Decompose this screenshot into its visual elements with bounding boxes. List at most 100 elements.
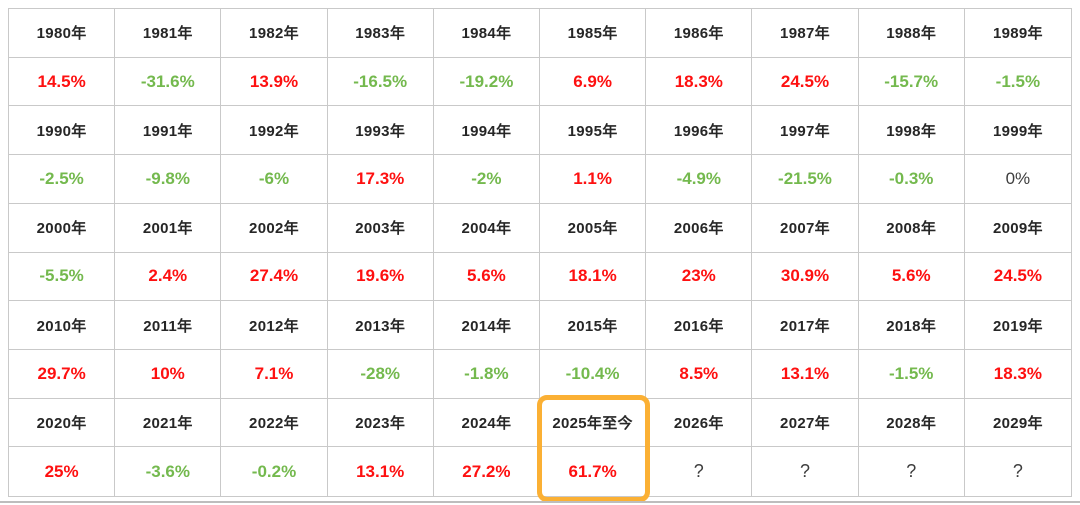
year-cell: 1986年	[646, 9, 753, 58]
value-cell: 2.4%	[115, 252, 222, 302]
value-cell: 8.5%	[646, 349, 753, 399]
year-cell: 2011年	[115, 301, 222, 350]
value-cell: ?	[859, 447, 965, 496]
year-cell: 1982年	[221, 9, 328, 58]
value-cell: -2%	[433, 155, 540, 204]
year-cell: 2004年	[433, 203, 540, 253]
year-cell: 1988年	[858, 9, 965, 58]
year-cell: 2027年	[752, 398, 859, 448]
annual-returns-table: 1980年 1981年 1982年 1983年 1984年 1985年 1986年 1987年…	[8, 8, 1072, 502]
value-cell: 5.6%	[858, 252, 965, 302]
year-cell: 2025年至今	[539, 398, 647, 448]
value-cell: ?	[752, 447, 859, 496]
year-cell: 2022年	[221, 398, 328, 448]
value-cell: 61.7%	[540, 447, 647, 496]
year-cell: 1981年	[115, 9, 222, 58]
year-cell: 1998年	[858, 106, 965, 156]
value-cell: -6%	[221, 155, 328, 204]
value-cell: -3.6%	[115, 447, 222, 496]
year-cell: 2006年	[646, 203, 753, 253]
year-cell: 1990年	[9, 106, 116, 156]
year-cell: 2020年	[9, 398, 116, 448]
year-cell: 2008年	[858, 203, 965, 253]
year-cell: 1996年	[646, 106, 753, 156]
value-cell: 30.9%	[752, 252, 859, 302]
year-cell: 2017年	[752, 301, 859, 350]
year-cell: 1997年	[752, 106, 859, 156]
value-cell: 0%	[964, 155, 1071, 204]
year-cell: 2009年	[964, 204, 1071, 253]
year-cell: 2007年	[752, 203, 859, 253]
value-cell: 27.4%	[221, 252, 328, 302]
value-cell: 14.5%	[9, 57, 116, 107]
value-cell: -10.4%	[539, 349, 647, 399]
value-cell: -5.5%	[9, 252, 116, 302]
value-cell: -28%	[327, 349, 434, 399]
year-cell: 1991年	[115, 106, 222, 156]
value-cell: ?	[1012, 461, 1023, 482]
year-cell: 2021年	[115, 398, 222, 448]
year-cell: 1999年	[964, 106, 1071, 156]
value-cell: 6.9%	[539, 57, 647, 107]
value-cell: 1.1%	[539, 155, 647, 204]
year-cell: 1984年	[433, 9, 540, 58]
value-cell: 25%	[9, 447, 116, 496]
value-cell: -4.9%	[646, 155, 753, 204]
value-cell: -15.7%	[858, 57, 965, 107]
year-cell: 2015年	[539, 301, 647, 350]
year-cell: 1992年	[221, 106, 328, 156]
value-cell: 7.1%	[221, 349, 328, 399]
value-cell: 19.6%	[327, 252, 434, 302]
year-cell: 1983年	[327, 9, 434, 58]
value-cell: 5.6%	[433, 252, 540, 302]
value-cell: -9.8%	[115, 155, 222, 204]
value-cell: 13.9%	[221, 57, 328, 107]
year-cell: 1995年	[539, 106, 647, 156]
value-cell: -1.5%	[964, 58, 1071, 107]
year-cell: 2013年	[327, 301, 434, 350]
year-cell: 2014年	[433, 301, 540, 350]
year-cell: 2002年	[221, 203, 328, 253]
value-cell: 18.3%	[646, 57, 753, 107]
year-cell: 1994年	[433, 106, 540, 156]
year-cell: 1987年	[752, 9, 859, 58]
year-cell: 1985年	[539, 9, 647, 58]
value-cell: 29.7%	[9, 349, 116, 399]
value-cell: ?	[646, 447, 753, 496]
year-cell: 1989年	[964, 9, 1071, 58]
value-cell: -19.2%	[433, 57, 540, 107]
value-cell: -1.8%	[433, 349, 540, 399]
year-cell: 2010年	[9, 301, 116, 350]
year-cell: 2016年	[646, 301, 753, 350]
value-cell: 24.5%	[964, 253, 1071, 302]
value-cell: -0.3%	[858, 155, 965, 204]
year-cell: 2029年	[964, 399, 1071, 448]
value-cell: -2.5%	[9, 155, 116, 204]
value-cell: 18.1%	[539, 252, 647, 302]
year-cell: 2023年	[327, 398, 434, 448]
value-cell: 18.3%	[964, 350, 1071, 399]
year-cell: 2018年	[858, 301, 965, 350]
value-cell: 13.1%	[328, 447, 434, 496]
value-cell: -16.5%	[327, 57, 434, 107]
value-cell: -31.6%	[115, 57, 222, 107]
year-cell: 2024年	[433, 398, 540, 448]
value-cell: 27.2%	[434, 447, 540, 496]
value-cell: -0.2%	[221, 447, 328, 496]
year-cell: 2019年	[964, 301, 1071, 350]
value-cell: 24.5%	[752, 57, 859, 107]
year-cell: 2000年	[9, 203, 116, 253]
value-cell: -21.5%	[752, 155, 859, 204]
bottom-divider	[0, 501, 1080, 503]
year-cell: 1993年	[327, 106, 434, 156]
year-cell: 1980年	[9, 9, 116, 58]
value-cell: 10%	[115, 349, 222, 399]
value-cell: 17.3%	[327, 155, 434, 204]
year-cell: 2028年	[858, 398, 965, 448]
year-cell: 2005年	[539, 203, 647, 253]
year-cell: 2003年	[327, 203, 434, 253]
value-cell: 23%	[646, 252, 753, 302]
year-cell: 2012年	[221, 301, 328, 350]
value-cell: -1.5%	[858, 349, 965, 399]
year-cell: 2001年	[115, 203, 222, 253]
